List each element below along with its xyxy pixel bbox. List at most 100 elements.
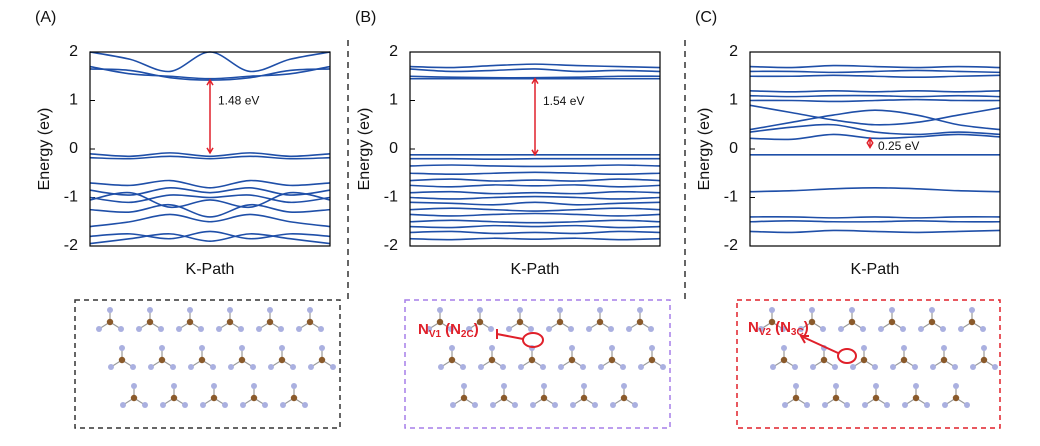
band-line (409, 230, 661, 235)
atom-n (477, 307, 483, 313)
atom-n (148, 364, 154, 370)
atom-c (596, 318, 604, 326)
atom-c (556, 318, 564, 326)
atom-n (238, 326, 244, 332)
defect-arrow (802, 336, 839, 354)
band-line (409, 212, 661, 217)
atom-n (296, 326, 302, 332)
atom-n (171, 383, 177, 389)
y-tick-label: -1 (384, 189, 398, 206)
atom-n (609, 345, 615, 351)
atom-c (792, 394, 800, 402)
band-line (749, 98, 1001, 103)
atom-n (188, 364, 194, 370)
atom-c (106, 318, 114, 326)
atom-n (448, 326, 454, 332)
atom-n (581, 383, 587, 389)
atom-n (941, 345, 947, 351)
atom-n (862, 402, 868, 408)
band-line (749, 109, 1001, 131)
atom-n (621, 383, 627, 389)
atom-n (319, 345, 325, 351)
atom-n (130, 364, 136, 370)
panel-label: (A) (35, 9, 56, 26)
atom-n (142, 402, 148, 408)
panel-label: (B) (355, 9, 376, 26)
y-tick-label: 2 (729, 43, 738, 60)
atom-n (290, 364, 296, 370)
atom-n (426, 326, 432, 332)
atom-c (780, 356, 788, 364)
atom-n (159, 345, 165, 351)
band-line (409, 178, 661, 182)
band-line (89, 51, 331, 73)
atom-c (250, 394, 258, 402)
y-axis-label: Energy (ev) (696, 108, 713, 191)
band-line (749, 89, 1001, 93)
band-line (749, 229, 1001, 234)
band-line (749, 216, 1001, 219)
atom-n (832, 364, 838, 370)
atom-c (306, 318, 314, 326)
atom-n (228, 364, 234, 370)
atom-n (626, 326, 632, 332)
band-line (409, 190, 661, 195)
atom-c (848, 318, 856, 326)
atom-n (489, 345, 495, 351)
band-line (749, 219, 1001, 223)
atom-n (118, 326, 124, 332)
atom-c (226, 318, 234, 326)
atom-c (580, 394, 588, 402)
atom-c (820, 356, 828, 364)
arrow-head (866, 142, 874, 150)
atom-n (597, 307, 603, 313)
atom-n (96, 326, 102, 332)
atom-n (267, 307, 273, 313)
atom-c (620, 394, 628, 402)
defect-label: NV2 (N3C) (748, 319, 809, 338)
y-tick-label: 2 (69, 43, 78, 60)
atom-n (460, 364, 466, 370)
atom-n (199, 345, 205, 351)
atom-c (266, 318, 274, 326)
atom-n (176, 326, 182, 332)
atom-n (182, 402, 188, 408)
atom-n (107, 307, 113, 313)
band-line (749, 123, 1001, 136)
atom-n (160, 402, 166, 408)
atom-n (632, 402, 638, 408)
atom-n (610, 402, 616, 408)
atom-n (810, 364, 816, 370)
atom-n (518, 364, 524, 370)
atom-n (318, 326, 324, 332)
atom-n (586, 326, 592, 332)
band-line (89, 213, 331, 228)
atom-n (256, 326, 262, 332)
band-line (749, 64, 1001, 69)
atom-n (861, 345, 867, 351)
atom-c (568, 356, 576, 364)
band-line (409, 157, 660, 160)
atom-n (918, 326, 924, 332)
atom-n (820, 326, 826, 332)
atom-n (902, 402, 908, 408)
y-axis-label: Energy (ev) (36, 108, 53, 191)
gap-label: 1.54 eV (543, 94, 584, 108)
arrow-head (531, 77, 539, 85)
atom-c (952, 394, 960, 402)
atom-n (552, 402, 558, 408)
atom-n (804, 402, 810, 408)
x-axis-label: K-Path (851, 261, 900, 278)
y-tick-label: -1 (64, 189, 78, 206)
atom-n (222, 402, 228, 408)
atom-n (878, 326, 884, 332)
band-line (89, 191, 331, 209)
atom-c (170, 394, 178, 402)
y-tick-label: 1 (69, 92, 78, 109)
atom-c (476, 318, 484, 326)
atom-n (478, 364, 484, 370)
band-line (749, 74, 1001, 79)
atom-n (211, 383, 217, 389)
atom-c (928, 318, 936, 326)
defect-marker (522, 332, 544, 348)
